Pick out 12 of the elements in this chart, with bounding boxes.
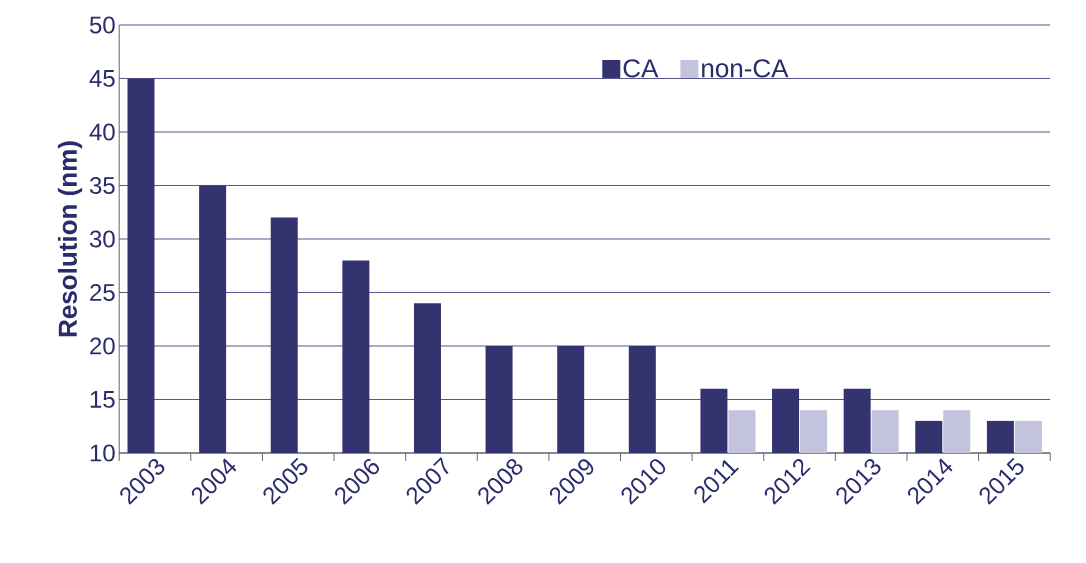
y-tick-label: 35 bbox=[89, 176, 115, 194]
y-tick-label: 30 bbox=[89, 230, 115, 248]
y-tick-label: 40 bbox=[89, 123, 115, 141]
y-tick-label: 15 bbox=[90, 391, 115, 408]
y-tick-label: 50 bbox=[89, 16, 115, 34]
y-tick-label: 45 bbox=[89, 70, 115, 87]
y-tick-label: 25 bbox=[90, 283, 115, 301]
legend-label: CA bbox=[623, 59, 659, 78]
y-axis-title: Resolution (nm) bbox=[57, 141, 83, 337]
legend-label: non-CA bbox=[702, 59, 789, 78]
y-tick-label: 20 bbox=[90, 337, 115, 355]
y-tick-label: 10 bbox=[90, 444, 115, 462]
